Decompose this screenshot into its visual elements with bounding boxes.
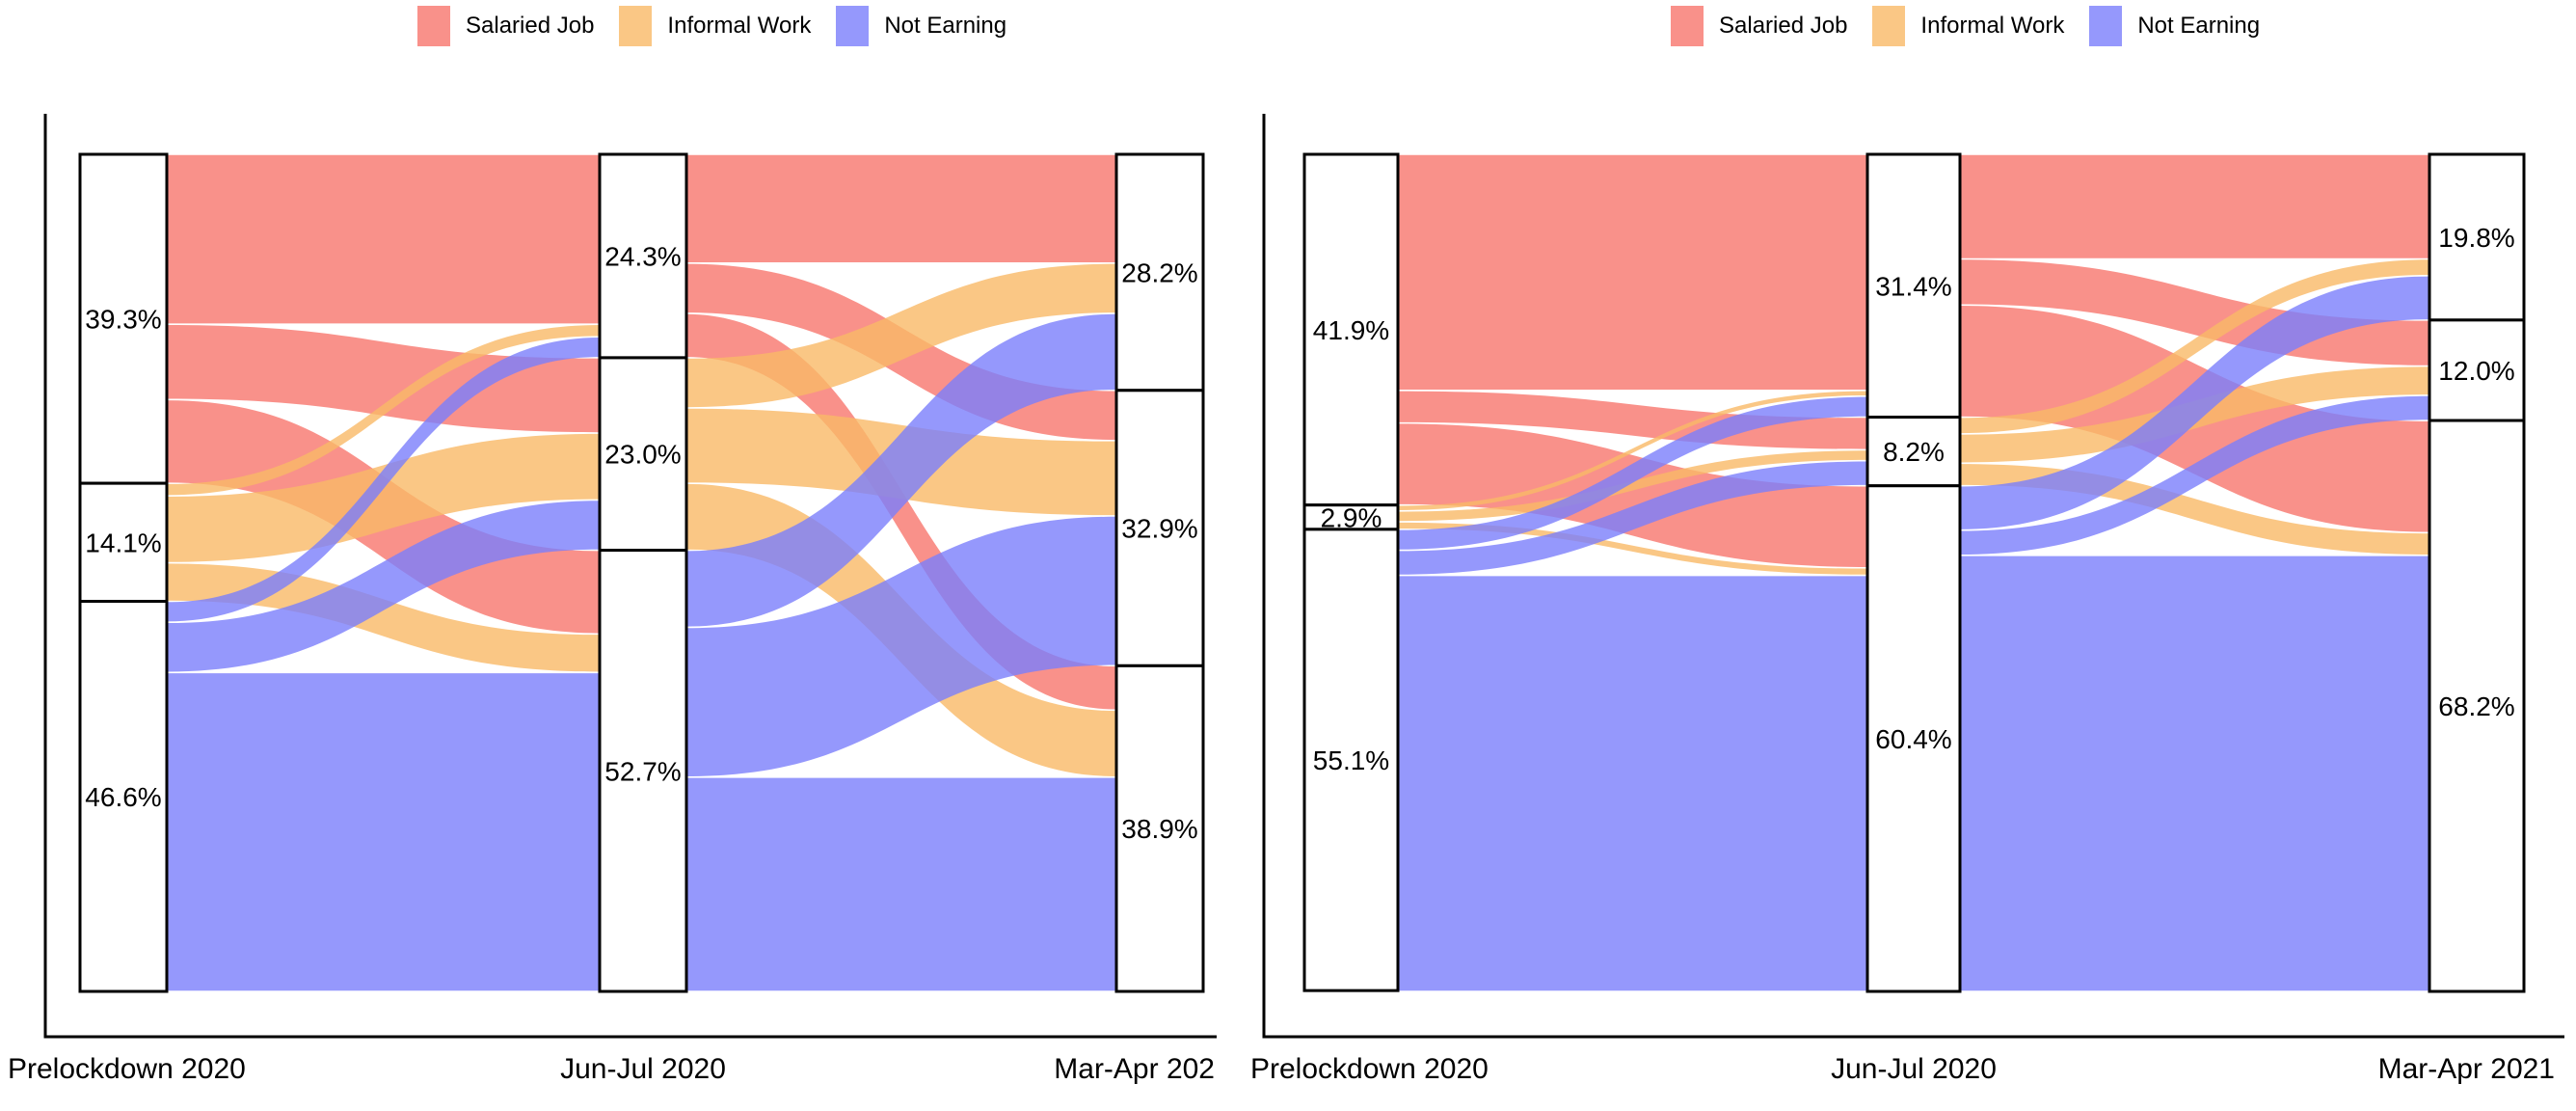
node-box [78, 481, 169, 604]
axis-line [1262, 114, 2564, 1039]
node-percentage-label: 41.9% [1313, 315, 1389, 345]
flow-ribbon [167, 325, 600, 433]
flow-ribbon [1398, 450, 1867, 522]
flow-ribbon [1398, 576, 1867, 991]
node-box [1114, 152, 1205, 393]
node-box [2428, 318, 2526, 422]
node-percentage-label: 60.4% [1875, 724, 1951, 754]
legend-label: Salaried Job [1719, 13, 1848, 39]
node-percentage-label: 68.2% [2438, 691, 2514, 721]
node-percentage-label: 52.7% [604, 756, 681, 786]
flow-ribbon [1398, 154, 1867, 390]
node-box [78, 600, 169, 993]
flow-ribbon [1960, 276, 2429, 529]
node-box [598, 549, 688, 993]
flow-ribbon [1398, 423, 1867, 567]
flow-ribbon [1960, 154, 2429, 258]
axis-line [43, 114, 1217, 1039]
node-box [1114, 664, 1205, 993]
node-box [2428, 419, 2526, 993]
node-percentage-label: 8.2% [1883, 437, 1945, 467]
flow-ribbon [167, 433, 600, 562]
node-percentage-label: 32.9% [1121, 514, 1197, 544]
flow-ribbon [1398, 396, 1867, 550]
node-percentage-label: 12.0% [2438, 356, 2514, 386]
legend-label: Salaried Job [466, 13, 595, 39]
flow-ribbon [686, 154, 1116, 263]
node-percentage-label: 38.9% [1121, 814, 1197, 844]
legend-label: Not Earning [2137, 13, 2261, 39]
flow-ribbon [686, 516, 1116, 776]
right-sankey-chart: 41.9% 2.9% 55.1% Prelockdown 2020 31.4% 8.2% 6… [1250, 114, 2564, 1085]
legend-item-notearning: Not Earning [2089, 6, 2260, 46]
flow-ribbon [686, 313, 1116, 627]
flow-ribbon [1398, 391, 1867, 449]
node-percentage-label: 23.0% [604, 440, 681, 470]
flow-ribbon [167, 338, 600, 622]
left-sankey-chart: 39.3% 14.1% 46.6% Prelockdown 2020 24.3% 23.0… [8, 114, 1217, 1085]
x-axis-label: Jun-Jul 2020 [1831, 1053, 1997, 1085]
right-legend: Salaried Job Informal Work Not Earning [1671, 6, 2260, 46]
x-axis-label: Jun-Jul 2020 [560, 1053, 726, 1085]
flow-ribbon [167, 673, 600, 991]
node-percentage-label: 28.2% [1121, 257, 1197, 287]
flow-ribbon [1960, 556, 2429, 991]
legend-label: Informal Work [1920, 13, 2065, 39]
node-box [1865, 484, 1962, 993]
not-earning-swatch-icon [2089, 6, 2123, 46]
right-panel: Salaried Job Informal Work Not Earning 4… [1226, 0, 2576, 1111]
node-box [1302, 528, 1400, 992]
node-percentage-label: 19.8% [2438, 223, 2514, 253]
node-box [1865, 416, 1962, 488]
node-percentage-label: 55.1% [1313, 745, 1389, 775]
node-percentage-label: 2.9% [1321, 502, 1382, 532]
x-axis-label: Prelockdown 2020 [8, 1053, 246, 1085]
node-percentage-label: 31.4% [1875, 271, 1951, 301]
left-panel: Salaried Job Informal Work Not Earning 3… [0, 0, 1226, 1111]
node-percentage-label: 24.3% [604, 241, 681, 271]
informal-swatch-icon [619, 6, 653, 46]
node-box [1302, 152, 1400, 507]
flow-ribbon [1960, 395, 2429, 555]
x-axis-label: Mar-Apr 202 [1054, 1053, 1215, 1085]
flow-ribbons [1398, 154, 2429, 991]
flow-ribbon [167, 325, 600, 496]
node-percentage-label: 46.6% [85, 782, 161, 812]
flow-ribbon [686, 263, 1116, 408]
node-box [78, 152, 169, 485]
legend-item-salaried: Salaried Job [1671, 6, 1847, 46]
node-box [598, 152, 688, 360]
flow-ribbon [167, 501, 600, 672]
flow-ribbon [1960, 259, 2429, 434]
legend-item-notearning: Not Earning [836, 6, 1006, 46]
flow-ribbon [686, 777, 1116, 991]
node-box [598, 356, 688, 553]
flow-ribbon [167, 154, 600, 324]
x-axis-label: Mar-Apr 2021 [2378, 1053, 2555, 1085]
not-earning-swatch-icon [836, 6, 870, 46]
legend-item-informal: Informal Work [1872, 6, 2064, 46]
node-box [2428, 152, 2526, 322]
legend-label: Not Earning [884, 13, 1007, 39]
salaried-swatch-icon [1671, 6, 1704, 46]
salaried-swatch-icon [417, 6, 450, 46]
legend-label: Informal Work [667, 13, 812, 39]
node-box [1302, 503, 1400, 531]
flow-ribbon [686, 313, 1116, 710]
legend-item-informal: Informal Work [619, 6, 811, 46]
flow-ribbon [1398, 461, 1867, 575]
flow-ribbon [1398, 391, 1867, 510]
flow-ribbons [167, 154, 1116, 991]
informal-swatch-icon [1872, 6, 1906, 46]
legend-item-salaried: Salaried Job [417, 6, 594, 46]
node-box [1114, 389, 1205, 667]
node-percentage-label: 14.1% [85, 528, 161, 557]
x-axis-label: Prelockdown 2020 [1250, 1053, 1489, 1085]
node-percentage-label: 39.3% [85, 305, 161, 335]
left-legend: Salaried Job Informal Work Not Earning [417, 6, 1006, 46]
flow-ribbon [1398, 522, 1867, 575]
